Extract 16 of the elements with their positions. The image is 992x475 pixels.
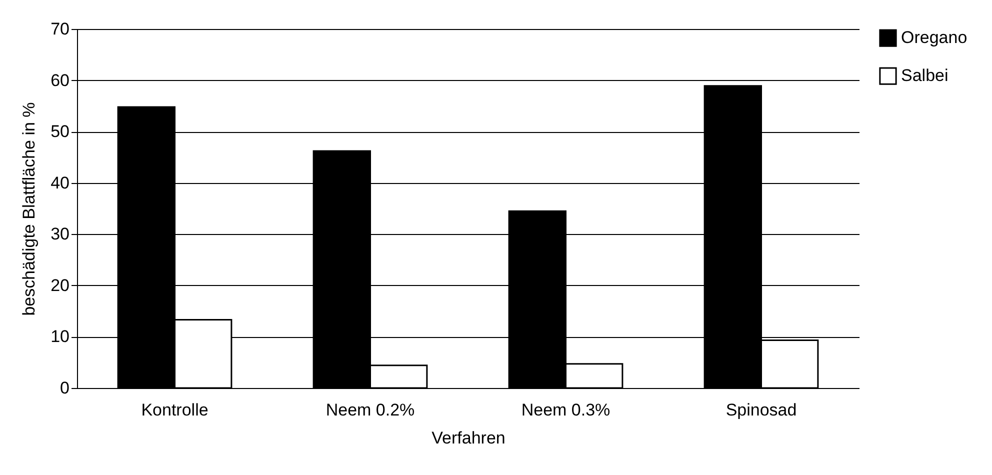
legend-label: Oregano <box>901 28 968 47</box>
y-tick-label: 60 <box>50 70 70 90</box>
y-tick-label: 0 <box>60 378 70 398</box>
legend-label: Salbei <box>901 66 948 85</box>
y-tick-label: 40 <box>50 173 70 192</box>
x-tick-label: Neem 0.3% <box>521 400 610 420</box>
x-tick-label: Neem 0.2% <box>326 400 415 420</box>
y-axis-title: beschädigte Blattfläche in % <box>20 102 39 316</box>
y-tick-label: 10 <box>50 327 70 346</box>
y-tick-label: 30 <box>50 224 70 244</box>
x-tick-label: Kontrolle <box>141 400 208 420</box>
y-tick-label: 50 <box>50 122 70 142</box>
y-tick-label: 20 <box>50 276 70 295</box>
x-axis-title: Verfahren <box>432 428 506 448</box>
y-tick-label: 70 <box>50 20 70 38</box>
x-tick-label: Spinosad <box>726 400 797 420</box>
